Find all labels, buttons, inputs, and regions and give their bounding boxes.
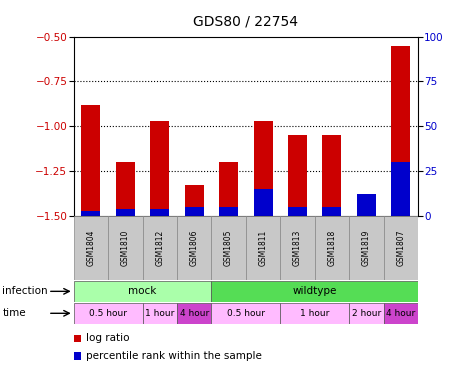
Bar bbox=[357, 210, 376, 216]
Bar bbox=[288, 207, 307, 216]
Text: GSM1812: GSM1812 bbox=[155, 230, 164, 266]
Bar bbox=[116, 162, 135, 216]
Text: GSM1807: GSM1807 bbox=[396, 230, 405, 266]
Bar bbox=[211, 216, 246, 280]
Bar bbox=[81, 210, 100, 216]
Text: percentile rank within the sample: percentile rank within the sample bbox=[86, 351, 262, 361]
Bar bbox=[288, 135, 307, 216]
Bar bbox=[81, 105, 100, 216]
Text: wildtype: wildtype bbox=[293, 286, 337, 296]
Bar bbox=[391, 46, 410, 216]
Bar bbox=[349, 303, 384, 324]
Bar bbox=[357, 194, 376, 216]
Text: GSM1811: GSM1811 bbox=[258, 230, 267, 266]
Bar bbox=[150, 209, 169, 216]
Bar bbox=[142, 303, 177, 324]
Bar bbox=[74, 216, 108, 280]
Bar bbox=[314, 216, 349, 280]
Text: 1 hour: 1 hour bbox=[300, 309, 329, 318]
Bar bbox=[74, 281, 211, 302]
Bar bbox=[323, 135, 342, 216]
Text: GSM1804: GSM1804 bbox=[86, 230, 95, 266]
Text: GSM1810: GSM1810 bbox=[121, 230, 130, 266]
Bar bbox=[323, 207, 342, 216]
Text: 4 hour: 4 hour bbox=[386, 309, 416, 318]
Text: GSM1805: GSM1805 bbox=[224, 230, 233, 266]
Bar bbox=[74, 303, 142, 324]
Bar bbox=[280, 216, 314, 280]
Text: 0.5 hour: 0.5 hour bbox=[89, 309, 127, 318]
Bar bbox=[384, 303, 418, 324]
Bar bbox=[177, 216, 211, 280]
Bar bbox=[177, 303, 211, 324]
Text: GSM1819: GSM1819 bbox=[362, 230, 371, 266]
Text: GSM1818: GSM1818 bbox=[327, 230, 336, 266]
Bar bbox=[185, 207, 204, 216]
Bar bbox=[280, 303, 349, 324]
Bar bbox=[185, 186, 204, 216]
Bar bbox=[211, 281, 418, 302]
Text: log ratio: log ratio bbox=[86, 333, 130, 343]
Bar bbox=[108, 216, 142, 280]
Text: GSM1806: GSM1806 bbox=[190, 230, 199, 266]
Bar bbox=[219, 207, 238, 216]
Bar bbox=[150, 121, 169, 216]
Bar bbox=[116, 209, 135, 216]
Text: GDS80 / 22754: GDS80 / 22754 bbox=[193, 15, 298, 29]
Text: 1 hour: 1 hour bbox=[145, 309, 174, 318]
Text: 0.5 hour: 0.5 hour bbox=[227, 309, 265, 318]
Bar bbox=[211, 303, 280, 324]
Bar bbox=[384, 216, 418, 280]
Text: infection: infection bbox=[2, 286, 48, 296]
Text: time: time bbox=[2, 308, 26, 318]
Bar bbox=[246, 216, 280, 280]
Bar bbox=[254, 121, 273, 216]
Bar bbox=[219, 162, 238, 216]
Text: 2 hour: 2 hour bbox=[352, 309, 381, 318]
Bar bbox=[254, 189, 273, 216]
Bar bbox=[142, 216, 177, 280]
Text: GSM1813: GSM1813 bbox=[293, 230, 302, 266]
Text: 4 hour: 4 hour bbox=[180, 309, 209, 318]
Bar bbox=[349, 216, 384, 280]
Bar bbox=[391, 162, 410, 216]
Text: mock: mock bbox=[128, 286, 157, 296]
